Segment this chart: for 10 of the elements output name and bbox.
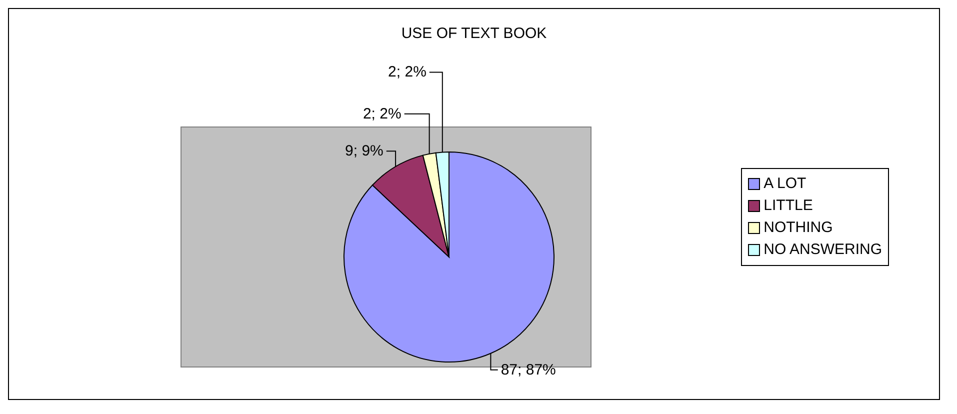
legend-label: A LOT (764, 174, 806, 194)
data-label: 9; 9% (345, 142, 384, 160)
pie-slice (372, 154, 450, 258)
data-label: 87; 87% (500, 361, 556, 378)
legend-label: NO ANSWERING (764, 240, 882, 260)
legend-label: LITTLE (764, 196, 813, 216)
data-label: 2; 2% (362, 105, 402, 122)
data-label: 2; 2% (388, 64, 426, 81)
chart-title: USE OF TEXT BOOK (400, 25, 548, 44)
legend-label: NOTHING (764, 218, 833, 238)
